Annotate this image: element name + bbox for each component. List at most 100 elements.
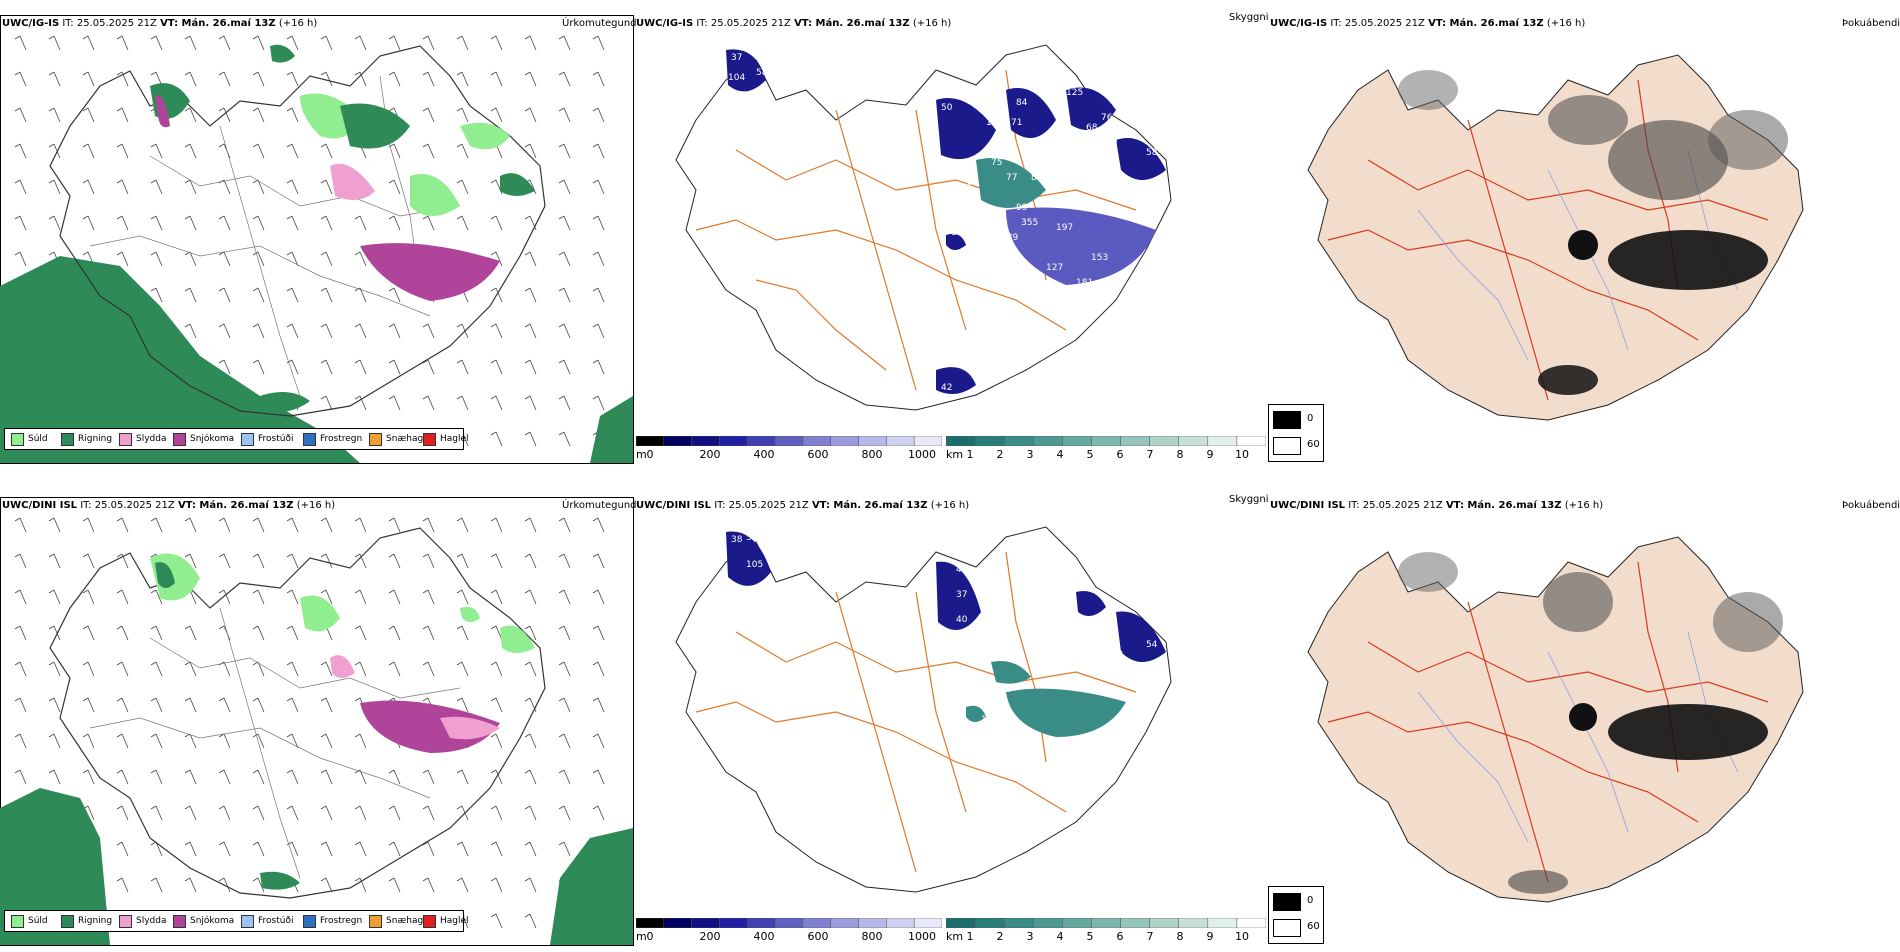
colorbar-swatch [858, 436, 887, 446]
wind-barb [48, 553, 61, 569]
legend-label: 0 [1307, 413, 1314, 424]
wind-barb [592, 517, 605, 533]
wind-barb [524, 431, 537, 447]
wind-barb [286, 661, 299, 677]
colorbar-swatches [636, 918, 942, 928]
wind-barb [150, 179, 163, 195]
legend-swatch [173, 914, 186, 928]
wind-barb [82, 589, 95, 605]
wind-barb [150, 877, 163, 893]
visibility-number: 104 [986, 118, 1003, 128]
colorbar-swatch [1207, 918, 1238, 928]
wind-barb [422, 395, 435, 411]
wind-barb [524, 517, 537, 533]
road-network [1327, 561, 1769, 883]
colorbar-swatch [802, 918, 831, 928]
wind-barb [116, 107, 129, 123]
wind-barb [388, 287, 401, 303]
colorbar-swatch [747, 918, 776, 928]
wind-barb [82, 517, 95, 533]
wind-barb [558, 359, 571, 375]
wind-barb [184, 107, 197, 123]
wind-barb [116, 589, 129, 605]
wind-barb [320, 661, 333, 677]
visibility-number: 127 [1046, 263, 1063, 273]
wind-barb [354, 841, 367, 857]
wind-barb [320, 697, 333, 713]
colorbar-tick: 8 [1176, 930, 1184, 943]
wind-barb [218, 769, 231, 785]
visibility-number: 90 [1011, 253, 1023, 263]
wind-barb [490, 805, 503, 821]
colorbar-swatches [946, 918, 1266, 928]
colorbar-swatch [636, 436, 665, 446]
colorbar-swatch [774, 436, 804, 446]
visibility-number: 99 [1011, 745, 1023, 755]
wind-barb [286, 589, 299, 605]
wind-barb [14, 107, 27, 123]
wind-barb [558, 733, 571, 749]
wind-barb [524, 395, 537, 411]
wind-barb [286, 697, 299, 713]
wind-barb [116, 841, 129, 857]
wind-barb [456, 877, 469, 893]
wind-barb [558, 107, 571, 123]
wind-barb [388, 805, 401, 821]
wind-barb [252, 697, 265, 713]
wind-barb [286, 323, 299, 339]
wind-barb [252, 179, 265, 195]
wind-barb [320, 323, 333, 339]
visibility-number: 181 [981, 715, 998, 725]
visibility-number: 54 [1146, 640, 1158, 650]
visibility-number: 89 [946, 725, 958, 735]
wind-barb [490, 323, 503, 339]
wind-barb [558, 323, 571, 339]
wind-barb [388, 553, 401, 569]
wind-barb [592, 179, 605, 195]
visibility-number: 37 [956, 590, 967, 600]
legend-item: Súld [11, 914, 48, 928]
colorbar-tick: 400 [753, 448, 775, 461]
ocean-rain-area [0, 788, 110, 945]
legend-item: Snjókoma [173, 432, 234, 446]
wind-barb [14, 625, 27, 641]
wind-barb [286, 359, 299, 375]
wind-barb [14, 35, 27, 51]
ocean-rain-area-east [550, 828, 633, 945]
wind-barb [286, 143, 299, 159]
wind-barb [116, 805, 129, 821]
legend-item: Rigning [61, 914, 112, 928]
wind-barb [184, 35, 197, 51]
panel-title: UWC/IG-IS IT: 25.05.2025 21Z VT: Mán. 26… [636, 18, 952, 29]
wind-barb [456, 697, 469, 713]
colorbar-swatch [1236, 918, 1266, 928]
colorbar-swatch [802, 436, 831, 446]
colorbar-swatch [913, 918, 942, 928]
colorbar-tick: 0 [646, 930, 654, 943]
fog-areas [1398, 70, 1788, 395]
wind-barb [116, 143, 129, 159]
wind-barb [184, 323, 197, 339]
legend-item: Rigning [61, 432, 112, 446]
wind-barb [592, 359, 605, 375]
wind-barb [150, 589, 163, 605]
visibility-colorbar: km 1 2 3 4 5 6 7 8 9 10 [946, 436, 1266, 464]
wind-barb [184, 697, 197, 713]
wind-barb [592, 769, 605, 785]
visibility-number: 47 [1146, 600, 1157, 610]
wind-barb [388, 71, 401, 87]
wind-barb [592, 287, 605, 303]
wind-barb [150, 215, 163, 231]
visibility-number: 189 [1001, 233, 1018, 243]
colorbar-swatch [1033, 436, 1063, 446]
precip-areas [150, 44, 535, 413]
wind-barb [252, 589, 265, 605]
wind-barb [558, 841, 571, 857]
wind-barb [82, 553, 95, 569]
wind-barb [354, 251, 367, 267]
wind-barb [354, 805, 367, 821]
wind-barb [252, 769, 265, 785]
legend-swatch [173, 432, 186, 446]
visibility-number: 75 [991, 158, 1002, 168]
wind-barb [524, 661, 537, 677]
